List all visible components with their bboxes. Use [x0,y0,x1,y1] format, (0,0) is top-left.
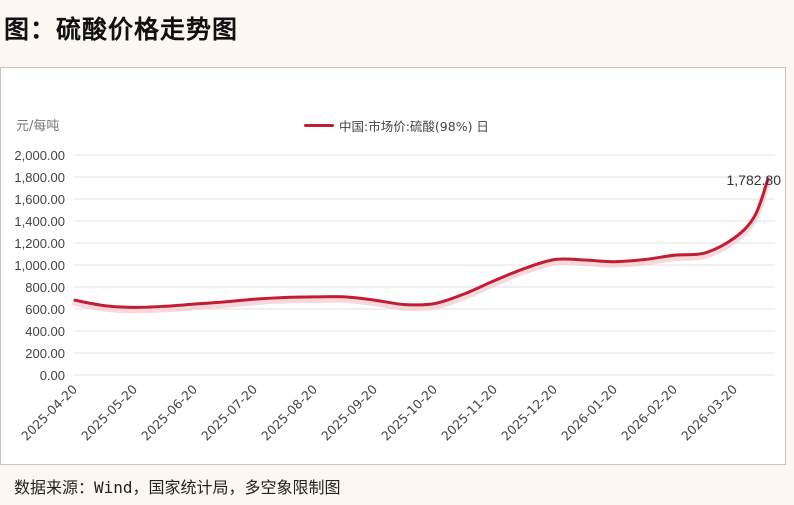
y-tick-label: 1,400.00 [14,214,65,229]
y-tick-label: 0.00 [40,368,65,383]
page-title: 图：硫酸价格走势图 [4,15,239,44]
x-tick-label: 2025-12-20 [498,381,560,443]
x-tick-label: 2025-06-20 [138,381,200,443]
series-line-shadow [72,178,771,314]
x-tick-label: 2025-11-20 [438,381,500,443]
y-tick-label: 1,800.00 [14,170,65,185]
x-tick-label: 2026-02-20 [618,381,680,443]
chart-container [0,67,786,465]
x-tick-label: 2025-05-20 [78,381,140,443]
series-line-sulfuric-acid [73,177,770,309]
x-tick-label: 2025-04-20 [18,381,80,443]
x-tick-label: 2025-09-20 [318,381,380,443]
y-tick-label: 1,600.00 [14,192,65,207]
y-axis-unit-label: 元/每吨 [16,119,60,134]
x-tick-label: 2025-07-20 [198,381,260,443]
chart-legend[interactable]: 中国:市场价:硫酸(98%) 日 [304,116,489,135]
y-tick-label: 1,200.00 [14,236,65,251]
x-tick-label: 2025-08-20 [258,381,320,443]
y-tick-label: 1,000.00 [14,258,65,273]
y-tick-label: 400.00 [25,324,65,339]
legend-line-icon [304,124,334,127]
data-source-note: 数据来源：Wind，国家统计局，多空象限制图 [14,478,341,497]
x-tick-label: 2025-10-20 [378,381,440,443]
y-tick-label: 600.00 [25,302,65,317]
y-tick-label: 200.00 [25,346,65,361]
x-tick-label: 2026-01-20 [558,381,620,443]
y-tick-label: 2,000.00 [14,148,65,163]
x-axis-ticks: 2025-04-202025-05-202025-06-202025-07-20… [18,381,740,443]
y-tick-label: 800.00 [25,280,65,295]
last-value-label: 1,782.80 [727,172,782,188]
y-axis-ticks: 2,000.00 1,800.00 1,600.00 1,400.00 1,200.00… [14,148,65,383]
gridlines [75,154,775,376]
x-tick-label: 2026-03-20 [678,381,740,443]
legend-label: 中国:市场价:硫酸(98%) 日 [339,119,489,134]
